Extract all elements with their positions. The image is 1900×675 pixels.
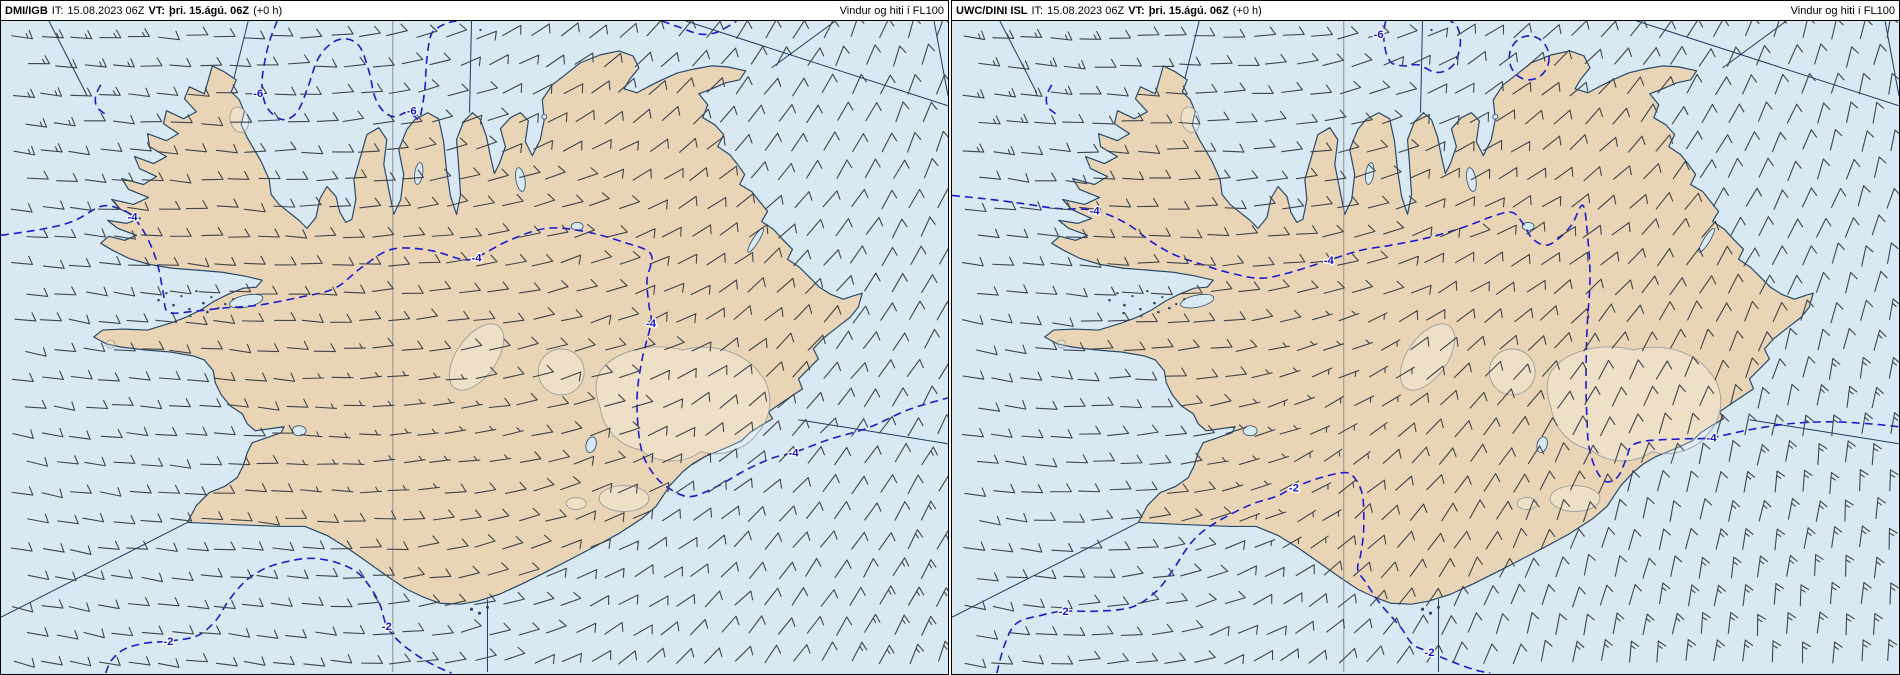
offset-value: (+0 h) — [1232, 4, 1262, 17]
contour-label: -4 — [127, 211, 138, 223]
contour-label: -4 — [788, 448, 799, 460]
contour-label: -6 — [253, 88, 263, 100]
contour-label: -6 — [407, 106, 417, 118]
contour-label: -2 — [1289, 483, 1299, 495]
vt-value: þri. 15.ágú. 06Z — [168, 4, 250, 17]
contour-label: -4 — [1089, 205, 1100, 217]
it-value: 15.08.2023 06Z — [67, 4, 145, 17]
weather-map-left: -6 -6 -4 -4 -4 -4 -2 -2 — [1, 21, 948, 674]
contour-label: -4 — [1324, 255, 1335, 267]
contour-label: -4 — [471, 252, 482, 264]
panel-right: UWC/DINI ISL IT: 15.08.2023 06Z VT: þri. 15.… — [951, 0, 1900, 675]
contour-label: -4 — [646, 318, 657, 330]
contour-label: -4 — [1707, 433, 1718, 445]
contour-label: -2 — [382, 621, 392, 633]
it-value: 15.08.2023 06Z — [1047, 4, 1125, 17]
it-label: IT: — [51, 4, 64, 17]
vt-label: VT: — [148, 4, 165, 17]
contour-label: -2 — [1059, 606, 1069, 618]
panel-left: DMI/IGB IT: 15.08.2023 06Z VT: þri. 15.ágú. … — [0, 0, 949, 675]
model-name: UWC/DINI ISL — [956, 4, 1028, 17]
map-title: Vindur og hiti í FL100 — [839, 4, 944, 17]
offset-value: (+0 h) — [253, 4, 283, 17]
header-left: DMI/IGB IT: 15.08.2023 06Z VT: þri. 15.ágú. … — [1, 1, 948, 21]
it-label: IT: — [1031, 4, 1044, 17]
header-right: UWC/DINI ISL IT: 15.08.2023 06Z VT: þri. 15.… — [952, 1, 1899, 21]
contour-label: -2 — [1424, 647, 1434, 659]
map-container-left: -6 -6 -4 -4 -4 -4 -2 -2 — [1, 21, 948, 674]
header-left-run-info: DMI/IGB IT: 15.08.2023 06Z VT: þri. 15.ágú. … — [5, 5, 286, 17]
vt-value: þri. 15.ágú. 06Z — [1148, 4, 1229, 17]
contour-label: -6 — [1374, 29, 1384, 41]
contour-label: -2 — [163, 636, 173, 648]
weather-map-right: -6 -4 -4 -4 -2 -2 -2 — [952, 21, 1899, 674]
header-right-run-info: UWC/DINI ISL IT: 15.08.2023 06Z VT: þri. 15.… — [956, 5, 1266, 17]
vt-label: VT: — [1128, 4, 1145, 17]
map-container-right: -6 -4 -4 -4 -2 -2 -2 — [952, 21, 1899, 674]
map-title: Vindur og hiti í FL100 — [1790, 4, 1895, 17]
model-name: DMI/IGB — [5, 4, 48, 17]
